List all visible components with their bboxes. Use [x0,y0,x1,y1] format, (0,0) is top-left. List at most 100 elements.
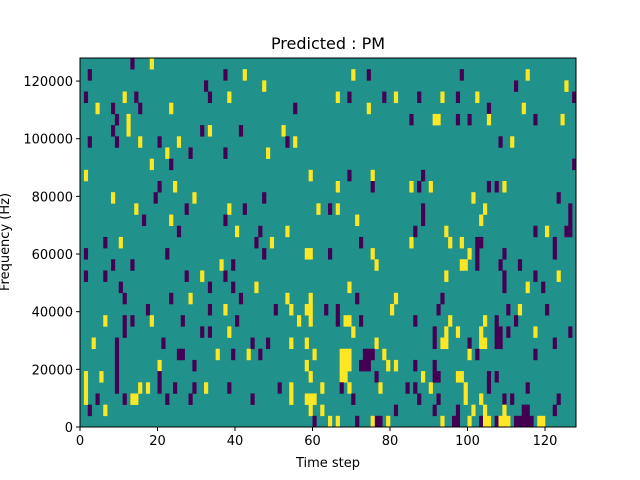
heatmap-cell-high [103,404,108,417]
heatmap-cell-high [467,348,472,361]
heatmap-cell-high [192,192,197,204]
heatmap-cell-high [138,382,143,394]
heatmap-cell-high [560,113,565,126]
heatmap-cell-high [351,326,356,338]
x-tick-label: 40 [227,434,244,449]
heatmap-cell-high [169,102,174,115]
heatmap-cell-low [366,348,371,361]
heatmap-cell-low [111,125,116,137]
heatmap-cell-low [413,382,418,394]
heatmap-cell-low [432,359,437,372]
heatmap-cell-high [428,181,433,193]
heatmap-cell-high [510,136,515,148]
heatmap-cell-low [517,259,523,271]
heatmap-cell-low [502,248,507,260]
x-axis-ticks: 0 20 40 60 80 100 120 [76,427,557,449]
heatmap-cell-high [483,203,488,215]
heatmap-cell-low [138,102,143,115]
heatmap-cell-low [188,393,193,405]
heatmap-cell-low [207,91,213,104]
x-tick-label: 60 [304,434,321,449]
heatmap-cell-low [467,113,472,126]
heatmap-cell-high [374,259,379,271]
heatmap-cell-low [514,80,519,92]
heatmap-cell-low [455,404,461,417]
heatmap-cell-high [545,225,550,238]
heatmap-cell-low [459,69,464,81]
heatmap-cell-low [525,415,530,428]
heatmap-cell-high [440,91,445,104]
x-tick-label: 20 [149,434,166,449]
heatmap-cell-low [506,304,511,316]
heatmap-cell-low [486,371,492,383]
heatmap-cell-high [440,337,445,350]
heatmap-cell-high [537,415,542,428]
heatmap-cell-high [281,125,286,137]
y-tick-label: 100000 [23,133,73,148]
chart-title: Predicted : PM [271,34,385,53]
heatmap-cell-high [409,181,414,193]
heatmap-cell-high [316,203,321,215]
heatmap-cell-low [479,415,484,428]
heatmap-cell-high [370,169,375,182]
heatmap-cell-low [231,259,236,271]
heatmap-cell-high [169,214,174,227]
heatmap-cell-low [494,315,499,327]
heatmap-cell-high [99,371,104,383]
heatmap-cell-high [386,359,391,372]
heatmap-cell-low [359,236,364,249]
heatmap-cell-low [238,292,244,305]
heatmap-cell-low [134,91,139,104]
heatmap-cell-high [343,315,348,327]
heatmap-cell-low [494,337,499,350]
heatmap-cell-low [238,125,244,137]
heatmap-cell-low [572,91,577,104]
heatmap-cell-high [521,102,526,115]
heatmap-cell-high [432,113,437,126]
heatmap-cell-low [328,203,333,215]
heatmap-cell-low [83,270,89,282]
heatmap-cell-low [250,393,255,405]
heatmap-cell-high [293,136,298,148]
heatmap-cell-high [308,371,313,383]
heatmap-cell-high [138,136,143,148]
heatmap-cell-low [173,382,178,394]
heatmap-cell-low [223,147,228,159]
heatmap-cell-low [421,214,426,227]
heatmap-cell-low [169,292,174,305]
heatmap-cell-high [308,393,313,405]
heatmap-cell-high [83,382,89,394]
heatmap-cell-high [347,281,352,294]
heatmap-cell-low [486,102,492,115]
heatmap-cell-low [200,125,205,137]
heatmap-cell-high [289,382,294,394]
heatmap-cell-high [246,348,251,361]
heatmap-cell-high [444,225,449,238]
heatmap-cell-low [417,181,422,193]
heatmap-cell-high [207,125,213,137]
heatmap-cell-high [467,248,472,260]
heatmap-cell-low [521,415,526,428]
heatmap-cell-high [312,348,317,361]
heatmap-cell-low [184,270,189,282]
heatmap-cell-low [432,404,437,417]
heatmap-cell-low [455,415,461,428]
heatmap-cell-low [207,304,213,316]
heatmap-cell-high [289,393,294,405]
heatmap-cell-high [289,337,294,350]
heatmap-cell-low [335,315,340,327]
heatmap-cell-low [556,393,561,405]
heatmap-cell-high [204,382,209,394]
heatmap-cell-high [339,371,344,383]
heatmap-cell-high [343,359,348,372]
y-tick-label: 40000 [32,306,73,321]
heatmap-cell-low [258,348,263,361]
heatmap-cell-low [114,136,120,148]
heatmap-cell-high [304,337,309,350]
heatmap-cell-low [254,236,259,249]
heatmap-cell-low [525,382,530,394]
heatmap-cell-high [479,214,484,227]
y-tick-label: 120000 [23,75,73,90]
heatmap-cell-low [157,136,162,148]
